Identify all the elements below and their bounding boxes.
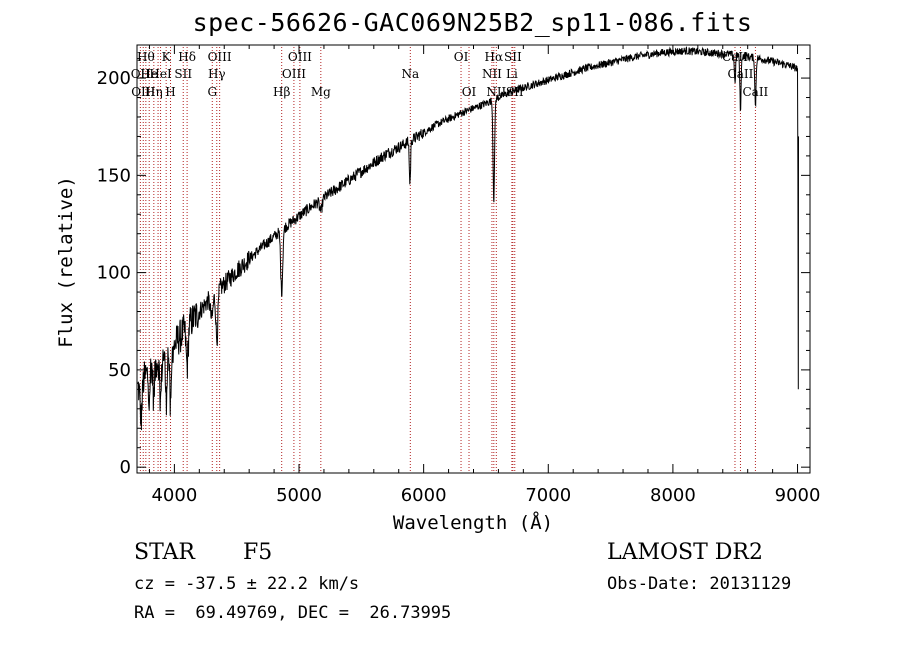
spectral-line-label: NII: [482, 67, 502, 81]
spectral-line-label: SII: [174, 67, 192, 81]
x-axis-label: Wavelength (Å): [393, 511, 553, 534]
spectral-line-label: Na: [401, 67, 419, 81]
spectral-line-label: Hγ: [208, 67, 226, 81]
spectrum-series: [137, 46, 799, 431]
spectral-line-label: OII: [131, 67, 151, 81]
spectral-line-label: Hδ: [178, 50, 196, 64]
chart-title: spec-56626-GAC069N25B2_sp11-086.fits: [192, 8, 753, 37]
spectral-line-label: SII: [504, 50, 522, 64]
object-class: STAR: [134, 540, 195, 565]
y-tick-label: 0: [120, 457, 131, 478]
y-tick-label: 150: [97, 165, 131, 186]
spectral-line-label: CaII: [728, 67, 754, 81]
y-tick-label: 100: [97, 263, 131, 284]
x-tick-label: 8000: [650, 485, 696, 506]
spectral-line-labels: OIIOIIIHθHeHηHeIKHSIIHδGHγOIIIHβOIIIOIII…: [131, 50, 769, 99]
x-tick-label: 6000: [401, 485, 447, 506]
x-tick-label: 5000: [276, 485, 322, 506]
axis-ticks: 4000 5000 6000 7000 8000 9000 0 50 100 150 200: [97, 45, 821, 506]
y-axis-label: Flux (relative): [55, 176, 77, 348]
redshift-info: cz = -37.5 ± 22.2 km/s: [134, 574, 360, 594]
spectral-line-label: Hα: [485, 50, 504, 64]
survey-name: LAMOST DR2: [607, 540, 763, 565]
spectral-line-label: Mg: [311, 85, 331, 99]
spectral-line-label: G: [207, 85, 217, 99]
x-tick-label: 7000: [525, 485, 571, 506]
x-tick-label: 4000: [151, 485, 197, 506]
spectral-line-label: OI: [454, 50, 469, 64]
spectral-line-label: Li: [506, 67, 518, 81]
x-tick-label: 9000: [775, 485, 821, 506]
spectral-line-label: He: [140, 67, 158, 81]
spectral-line-label: K: [162, 50, 172, 64]
spectral-line-label: H: [165, 85, 175, 99]
spectral-line-label: Hθ: [137, 50, 155, 64]
spectral-line-label: Hβ: [273, 85, 290, 99]
spectral-line-label: OIII: [288, 50, 312, 64]
spectral-line-label: OIII: [282, 67, 306, 81]
spectral-line-label: OI: [462, 85, 477, 99]
spectral-line-label: Hη: [145, 85, 163, 99]
spectral-line-markers: [139, 47, 756, 473]
coordinates: RA = 69.49769, DEC = 26.73995: [134, 603, 452, 623]
spectral-line-label: HeI: [149, 67, 172, 81]
spectral-line-label: OIII: [208, 50, 232, 64]
obs-date: Obs-Date: 20131129: [607, 574, 792, 594]
object-subclass: F5: [243, 540, 273, 565]
y-tick-label: 50: [108, 360, 131, 381]
y-tick-label: 200: [97, 68, 131, 89]
